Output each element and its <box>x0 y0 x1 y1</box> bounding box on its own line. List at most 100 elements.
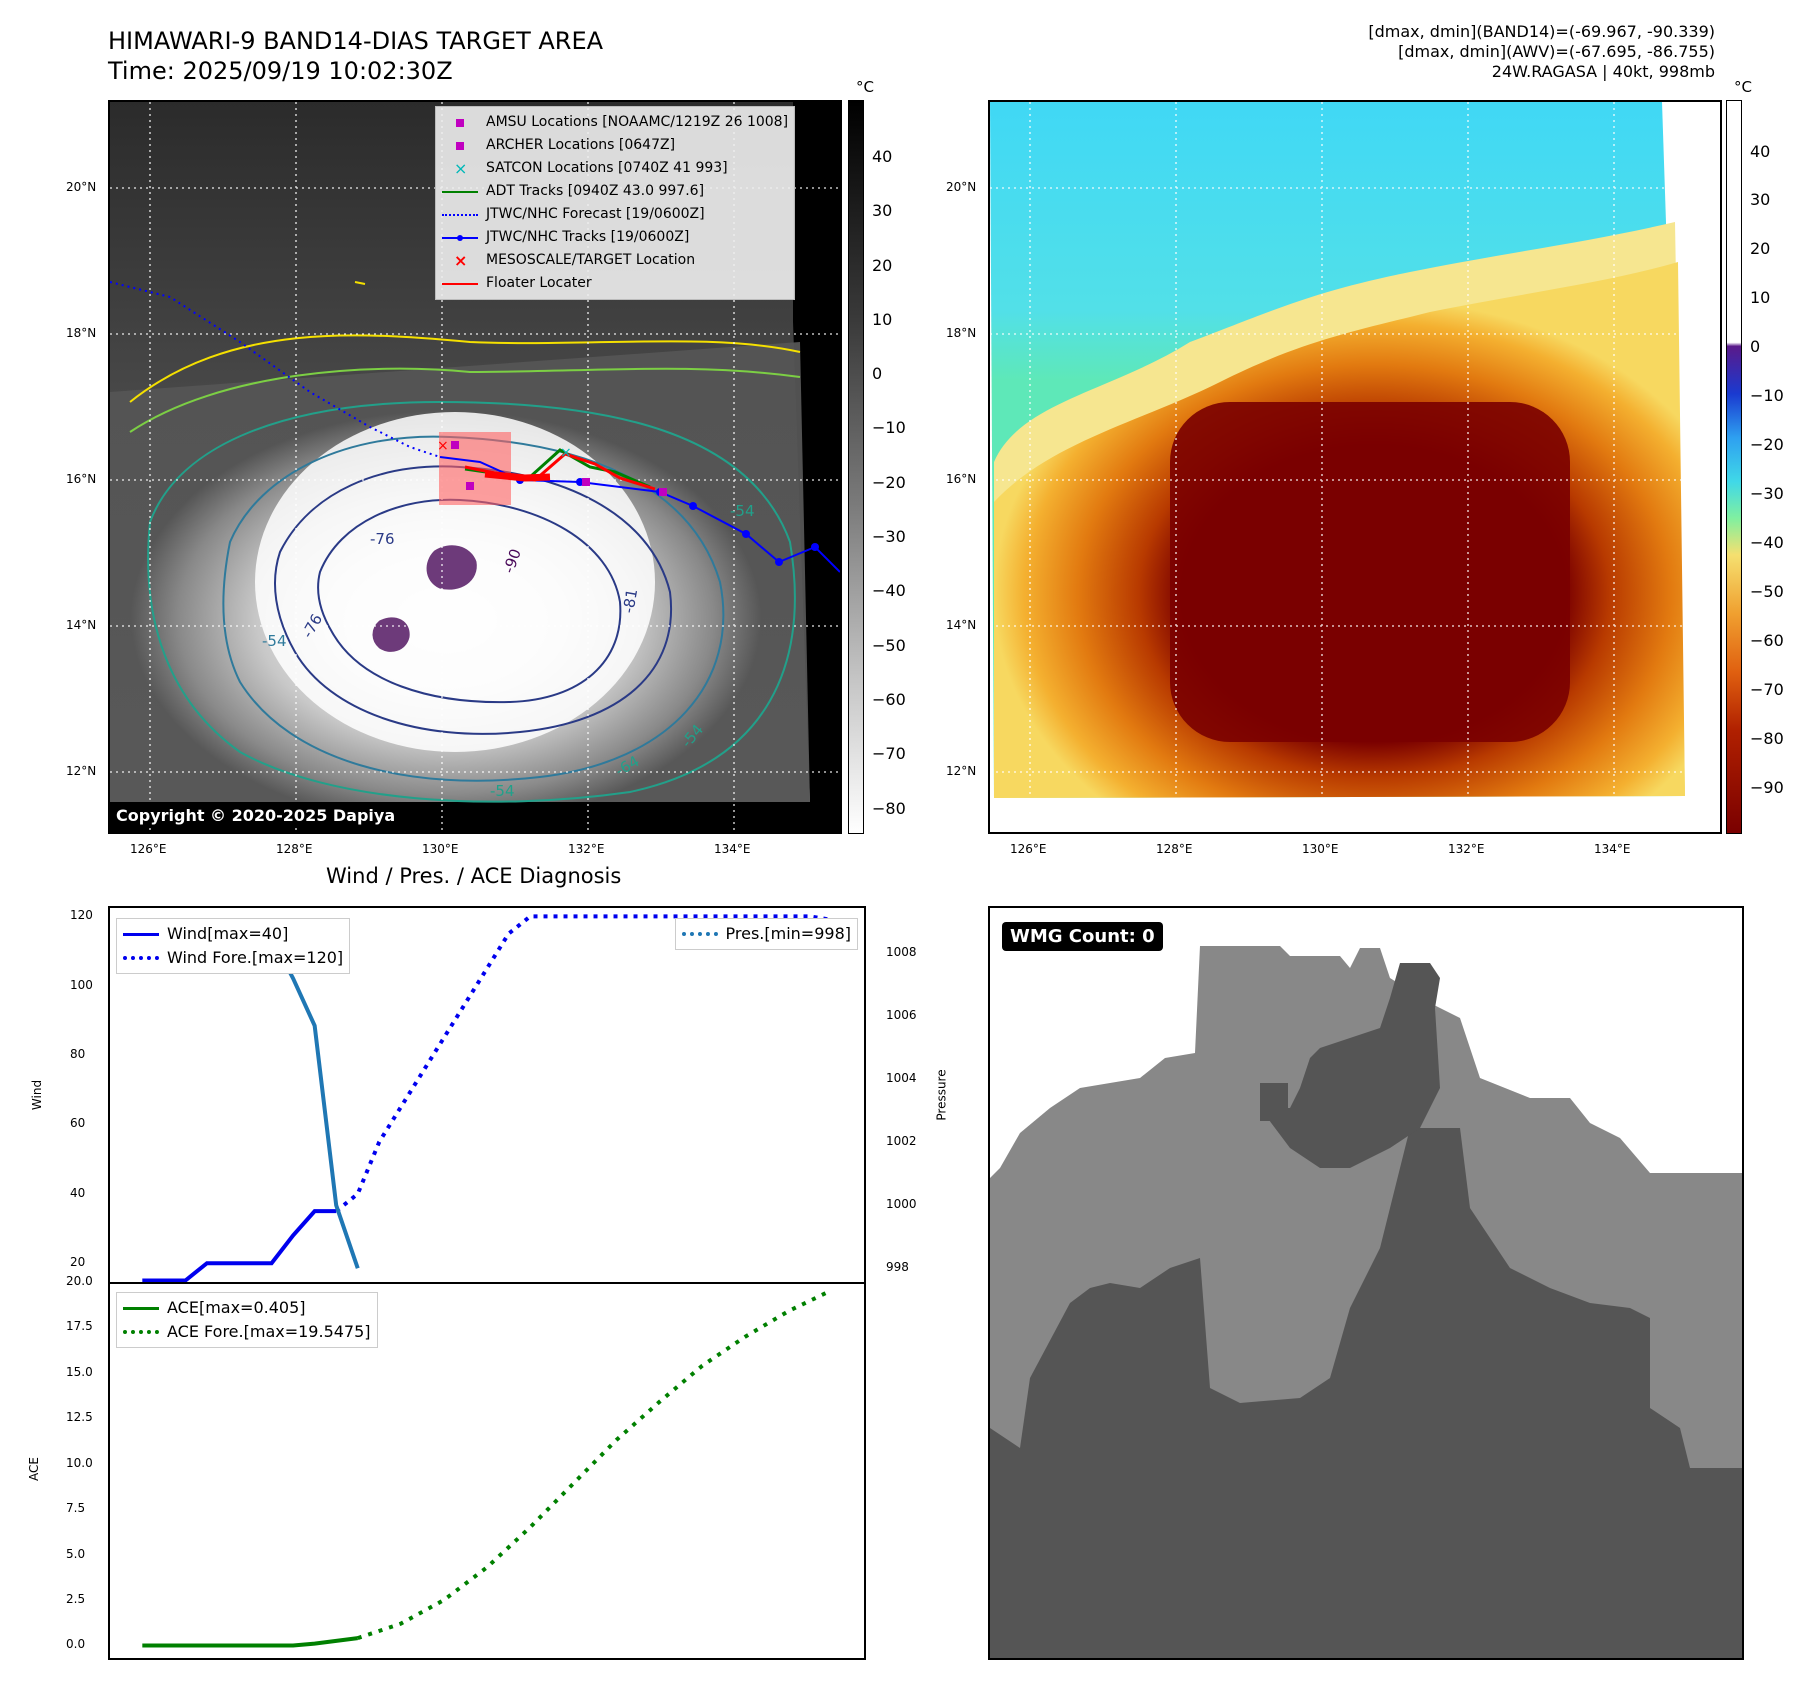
pressure-axis-label: Pressure <box>934 1069 949 1121</box>
ace-tick: 10.0 <box>66 1455 93 1470</box>
diagnosis-title: Wind / Pres. / ACE Diagnosis <box>326 864 622 888</box>
cb-tick: −90 <box>1750 778 1784 797</box>
wind-series-line <box>142 1209 337 1283</box>
wind-tick: 120 <box>70 908 93 923</box>
ace-tick: 17.5 <box>66 1319 93 1334</box>
pressure-tick: 1002 <box>886 1134 917 1149</box>
lat-label: 14°N <box>946 618 977 632</box>
pressure-tick: 1008 <box>886 945 917 960</box>
legend-item: Wind[max=40] <box>123 922 343 946</box>
legend-item: ACE[max=0.405] <box>123 1296 371 1320</box>
storm-info: [dmax, dmin](BAND14)=(-69.967, -90.339) … <box>1368 22 1715 82</box>
pressure-legend: Pres.[min=998] <box>674 918 858 950</box>
svg-text:×: × <box>437 438 449 454</box>
ace-tick: 5.0 <box>66 1546 86 1561</box>
cb-tick: 40 <box>1750 142 1771 161</box>
cb-tick: −50 <box>1750 582 1784 601</box>
wind-tick: 80 <box>70 1047 86 1062</box>
lat-label: 18°N <box>946 326 977 340</box>
lat-label: 16°N <box>66 472 97 486</box>
cb-tick: −50 <box>872 636 906 655</box>
wind-tick: 60 <box>70 1116 86 1131</box>
lon-label: 128°E <box>1156 842 1193 856</box>
title-line-1: HIMAWARI-9 BAND14-DIAS TARGET AREA <box>108 27 604 55</box>
title-line-2: Time: 2025/09/19 10:02:30Z <box>108 57 453 85</box>
cb-tick: −20 <box>872 473 906 492</box>
wmg-grid-image <box>990 946 1742 1658</box>
cb-tick: 10 <box>1750 288 1771 307</box>
lon-label: 130°E <box>422 842 459 856</box>
legend-item: Pres.[min=998] <box>681 922 851 946</box>
ir-map-legend: AMSU Locations [NOAAMC/1219Z 26 1008] AR… <box>435 106 796 300</box>
legend-item: ADT Tracks [0940Z 43.0 997.6] <box>442 180 788 203</box>
pressure-tick: 1004 <box>886 1071 917 1086</box>
legend-item: AMSU Locations [NOAAMC/1219Z 26 1008] <box>442 111 788 134</box>
pressure-tick: 1000 <box>886 1197 917 1212</box>
wind-legend: Wind[max=40] Wind Fore.[max=120] <box>116 918 351 974</box>
lat-label: 18°N <box>66 326 97 340</box>
cb-tick: 0 <box>1750 337 1761 356</box>
legend-item: JTWC/NHC Forecast [19/0600Z] <box>442 203 788 226</box>
ace-plot: ACE[max=0.405] ACE Fore.[max=19.5475] <box>102 1281 866 1660</box>
ace-tick: 0.0 <box>66 1637 86 1652</box>
ir-colorbar <box>848 100 864 834</box>
ace-tick: 20.0 <box>66 1274 93 1288</box>
legend-item: Floater Locater <box>442 272 788 295</box>
lat-label: 20°N <box>946 180 977 194</box>
lat-label: 14°N <box>66 618 97 632</box>
info-line-2: [dmax, dmin](AWV)=(-67.695, -86.755) <box>1398 42 1715 61</box>
legend-item: JTWC/NHC Tracks [19/0600Z] <box>442 226 788 249</box>
figure-title: HIMAWARI-9 BAND14-DIAS TARGET AREA Time:… <box>108 26 603 86</box>
legend-item: × SATCON Locations [0740Z 41 993] <box>454 158 728 178</box>
cb-tick: 40 <box>872 147 893 166</box>
pressure-tick: 998 <box>886 1260 909 1275</box>
cb-tick: −60 <box>872 690 906 709</box>
ace-legend: ACE[max=0.405] ACE Fore.[max=19.5475] <box>116 1292 378 1348</box>
cb-tick: −70 <box>872 744 906 763</box>
contour-label: -54 <box>730 502 755 520</box>
lat-label: 16°N <box>946 472 977 486</box>
wind-axis-label: Wind <box>30 1079 45 1111</box>
lat-label: 12°N <box>946 764 977 778</box>
contour-label: -54 <box>490 782 515 800</box>
cb-tick: −40 <box>872 581 906 600</box>
info-line-3: 24W.RAGASA | 40kt, 998mb <box>1491 62 1715 81</box>
cb-tick: −60 <box>1750 631 1784 650</box>
awv-map-panel <box>988 100 1722 834</box>
ir-colorbar-unit: °C <box>856 78 874 96</box>
lon-label: 128°E <box>276 842 313 856</box>
ace-forecast-line <box>357 1288 833 1640</box>
cb-tick: −70 <box>1750 680 1784 699</box>
contour-label: -54 <box>262 632 287 650</box>
contour-label: -76 <box>370 530 395 548</box>
cb-tick: −30 <box>1750 484 1784 503</box>
legend-item: Wind Fore.[max=120] <box>123 946 343 970</box>
cb-tick: −10 <box>872 418 906 437</box>
awv-colorbar <box>1726 100 1742 834</box>
ace-series-line <box>142 1636 359 1648</box>
svg-text:×: × <box>560 445 572 461</box>
ace-tick: 15.0 <box>66 1364 93 1379</box>
cb-tick: 0 <box>872 364 883 383</box>
ir-map-panel: × × -90 -76 -54 -76 -81 -54 -64 -54 -54 … <box>108 100 842 834</box>
lon-label: 130°E <box>1302 842 1339 856</box>
awv-map-image <box>990 102 1720 832</box>
info-line-1: [dmax, dmin](BAND14)=(-69.967, -90.339) <box>1368 22 1715 41</box>
wind-tick: 20 <box>70 1255 86 1270</box>
pressure-tick: 1006 <box>886 1008 917 1023</box>
lat-label: 12°N <box>66 764 97 778</box>
wind-tick: 40 <box>70 1185 86 1200</box>
awv-colorbar-unit: °C <box>1734 78 1752 96</box>
ace-tick: 2.5 <box>66 1592 86 1607</box>
wind-forecast-line <box>334 914 833 1213</box>
cb-tick: 30 <box>1750 190 1771 209</box>
cb-tick: 30 <box>872 201 893 220</box>
cb-tick: −80 <box>872 799 906 818</box>
lon-label: 132°E <box>568 842 605 856</box>
cb-tick: −30 <box>872 527 906 546</box>
legend-item: ARCHER Locations [0647Z] <box>442 134 788 157</box>
lon-label: 132°E <box>1448 842 1485 856</box>
cb-tick: 20 <box>872 256 893 275</box>
wind-pressure-plot: Wind[max=40] Wind Fore.[max=120] Pres.[m… <box>102 906 866 1284</box>
legend-item: × MESOSCALE/TARGET Location <box>454 250 696 270</box>
